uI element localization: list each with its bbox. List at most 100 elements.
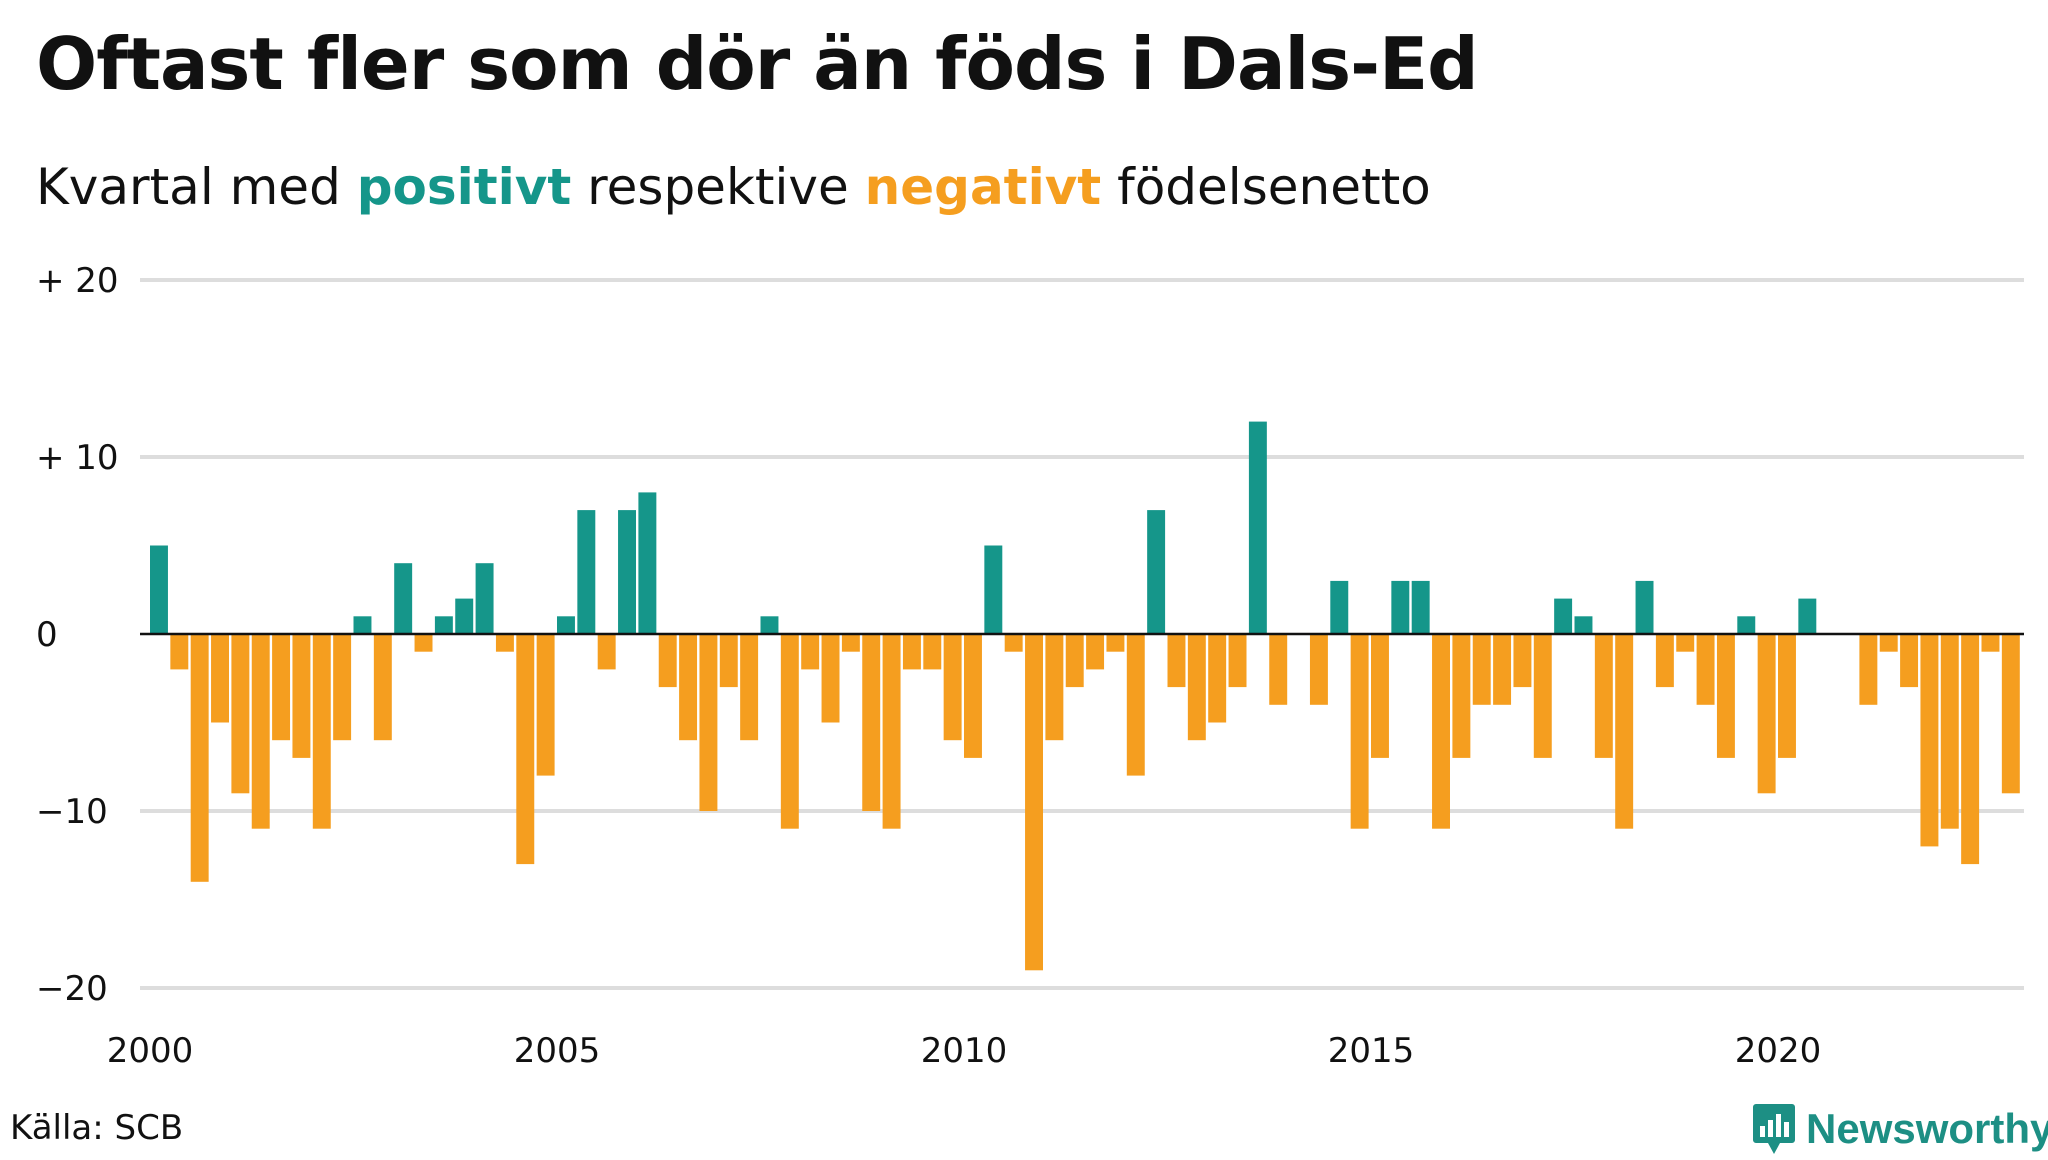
bar-negative	[2001, 634, 2020, 794]
bar-negative	[1981, 634, 2000, 652]
bar-positive	[1330, 580, 1349, 634]
bar-negative	[1696, 634, 1715, 705]
bar-negative	[312, 634, 331, 829]
bar-negative	[292, 634, 311, 758]
y-tick-label: + 20	[36, 261, 119, 301]
subtitle-middle: respektive	[571, 158, 865, 216]
bar-negative	[1655, 634, 1674, 688]
x-tick-label: 2015	[1328, 1031, 1415, 1071]
bar-negative	[495, 634, 514, 652]
x-tick-label: 2005	[514, 1031, 601, 1071]
source-note: Källa: SCB	[10, 1108, 184, 1148]
bar-negative	[1594, 634, 1613, 758]
bar-negative	[1269, 634, 1288, 705]
bar-negative	[231, 634, 250, 794]
bar-negative	[1533, 634, 1552, 758]
bar-negative	[1187, 634, 1206, 741]
bar-negative	[211, 634, 229, 723]
bar-positive	[577, 510, 596, 634]
bar-negative	[1086, 634, 1105, 670]
subtitle-negative-word: negativt	[864, 158, 1102, 216]
bar-negative	[1493, 634, 1512, 705]
bar-negative	[943, 634, 962, 741]
bar-negative	[801, 634, 820, 670]
bar-positive	[557, 616, 575, 634]
bar-negative	[516, 634, 535, 865]
bar-negative	[1472, 634, 1491, 705]
bar-positive	[1798, 598, 1817, 634]
bar-positive	[618, 510, 636, 634]
bar-negative	[373, 634, 392, 741]
bar-negative	[1716, 634, 1735, 758]
bar-negative	[1025, 634, 1043, 971]
bar-negative	[780, 634, 799, 829]
x-axis-labels: 2000 2005 2010 2015 2020	[107, 1031, 1822, 1071]
chart-title: Oftast fler som dör än föds i Dals-Ed	[36, 22, 1479, 106]
bar-positive	[394, 563, 413, 634]
bar-negative	[1513, 634, 1532, 688]
bar-negative	[1778, 634, 1796, 758]
bar-positive	[1635, 580, 1654, 634]
x-tick-label: 2000	[107, 1031, 194, 1071]
y-tick-label: 0	[36, 615, 58, 655]
bar-negative	[1940, 634, 1959, 829]
x-tick-label: 2010	[921, 1031, 1008, 1071]
bar-negative	[1208, 634, 1227, 723]
bar-negative	[414, 634, 433, 652]
bar-negative	[1371, 634, 1389, 758]
bar-positive	[760, 616, 779, 634]
bar-negative	[170, 634, 189, 670]
bar-negative	[1004, 634, 1023, 652]
bar-negative	[719, 634, 738, 688]
bar-positive	[353, 616, 372, 634]
bar-negative	[1309, 634, 1328, 705]
bar-negative	[1432, 634, 1450, 829]
bar-negative	[882, 634, 901, 829]
y-axis-labels: + 20 + 10 0 −10 −20	[36, 261, 119, 1009]
subtitle-positive-word: positivt	[356, 158, 572, 216]
bar-positive	[984, 545, 1003, 634]
bar-positive	[1574, 616, 1593, 634]
bar-negative	[923, 634, 942, 670]
bar-negative	[1228, 634, 1247, 688]
bar-positive	[1147, 510, 1166, 634]
bar-negative	[1126, 634, 1145, 776]
bar-positive	[1411, 580, 1430, 634]
chart-subtitle: Kvartal med positivt respektive negativt…	[36, 158, 1431, 216]
y-tick-label: −20	[36, 969, 108, 1009]
bar-negative	[1452, 634, 1471, 758]
bar-negative	[1676, 634, 1695, 652]
newsworthy-logo-icon	[1753, 1104, 1795, 1154]
bar-negative	[902, 634, 921, 670]
bar-positive	[1248, 421, 1267, 634]
bar-negative	[821, 634, 840, 723]
bar-negative	[536, 634, 555, 776]
bar-negative	[1879, 634, 1898, 652]
bar-negative	[699, 634, 718, 811]
bar-negative	[190, 634, 209, 882]
bar-positive	[1554, 598, 1573, 634]
bar-negative	[1350, 634, 1369, 829]
bar-negative	[333, 634, 352, 741]
bar-negative	[251, 634, 270, 829]
x-tick-label: 2020	[1735, 1031, 1822, 1071]
bar-positive	[434, 616, 453, 634]
bar-negative	[1615, 634, 1634, 829]
bar-negative	[740, 634, 759, 741]
brand-logo: Newsworthy	[1752, 1098, 2048, 1160]
bar-negative	[1106, 634, 1125, 652]
bar-chart: + 20 + 10 0 −10 −20 2000 2005 2010 2015 2020	[36, 261, 2024, 1071]
bar-positive	[1737, 616, 1756, 634]
bar-negative	[272, 634, 291, 741]
subtitle-suffix: födelsenetto	[1101, 158, 1431, 216]
grid-lines	[140, 278, 2024, 990]
brand-name: Newsworthy	[1806, 1105, 2048, 1152]
bar-negative	[1065, 634, 1084, 688]
bar-negative	[1961, 634, 1980, 865]
bar-negative	[658, 634, 677, 688]
bars	[150, 421, 2020, 971]
bar-positive	[638, 492, 657, 634]
y-tick-label: −10	[36, 792, 108, 832]
bar-negative	[1045, 634, 1064, 741]
bar-positive	[475, 563, 494, 634]
